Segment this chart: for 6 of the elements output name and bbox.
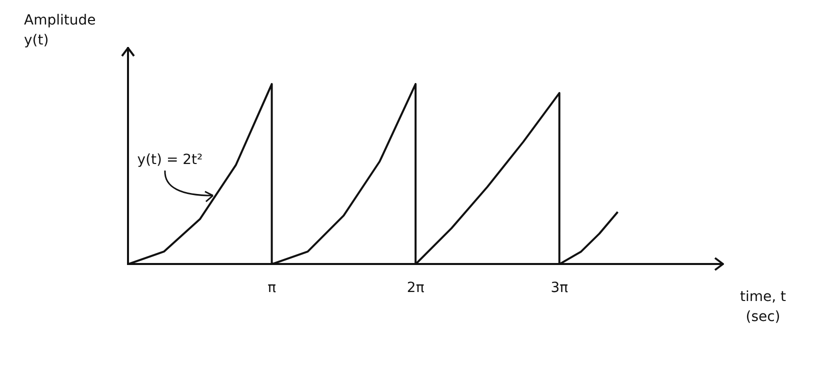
x-tick-label: 2π	[406, 280, 425, 296]
y-axis-title: Amplitude y(t)	[24, 12, 96, 49]
x-tick-label: π	[268, 280, 277, 296]
x-axis-title: time, t (sec)	[740, 288, 787, 325]
annotation: y(t) = 2t²	[137, 152, 203, 168]
x-tick-label: 3π	[550, 280, 569, 296]
